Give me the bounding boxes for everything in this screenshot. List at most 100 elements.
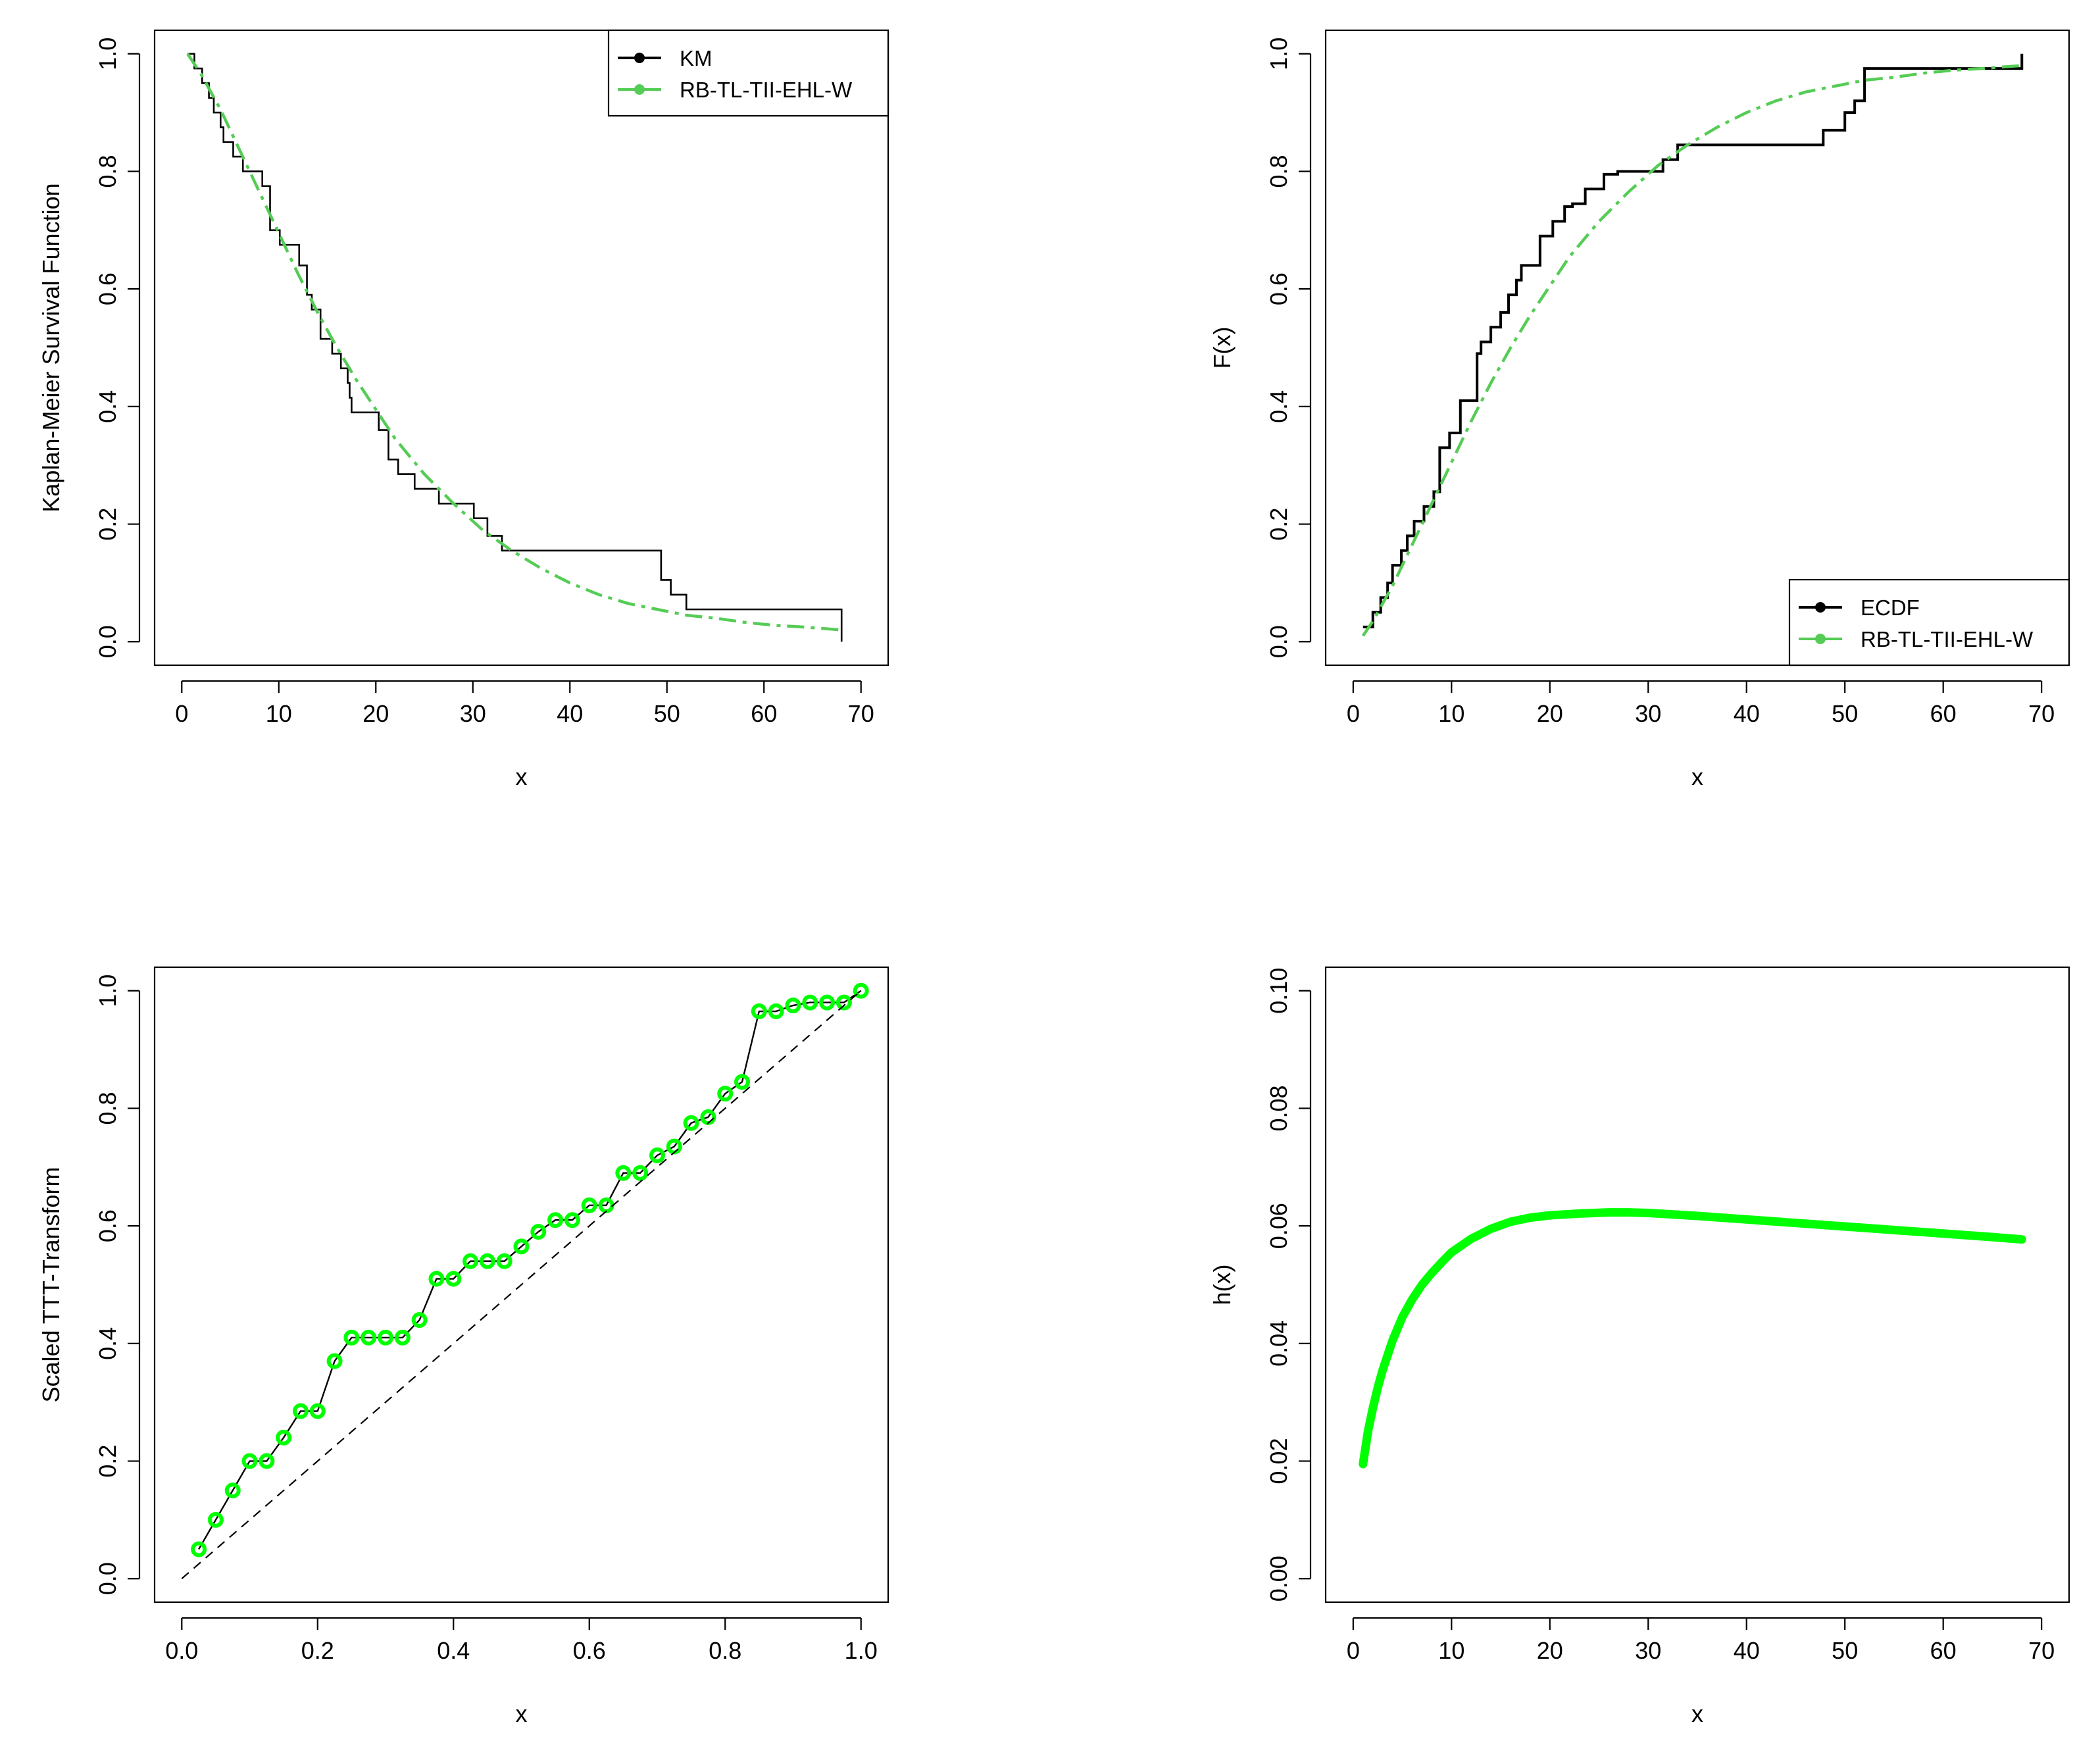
x-tick-label: 40 (557, 700, 583, 727)
y-tick-label: 0.8 (1265, 155, 1292, 188)
hazard-curve (1359, 1208, 2026, 1469)
y-tick-label: 0.08 (1265, 1085, 1292, 1131)
y-axis-label: Kaplan-Meier Survival Function (38, 183, 64, 512)
chart-ecdf: 0 10 20 30 40 50 60 70 0.0 0.2 0.4 0.6 0.8 1.0 x F(x) EC… (1209, 29, 2070, 790)
ttt-point (309, 1403, 326, 1419)
y-tick-label: 0.6 (94, 272, 121, 305)
x-tick-label: 0 (175, 700, 188, 727)
plot-frame (153, 29, 889, 667)
series-ttt (191, 982, 869, 1557)
x-tick-label: 0.6 (573, 1637, 606, 1664)
legend-point (1815, 634, 1826, 644)
x-tick-label: 20 (1537, 700, 1563, 727)
legend-point (1815, 602, 1826, 613)
ttt-point (734, 1074, 751, 1090)
ttt-point (683, 1115, 699, 1131)
legend-box (607, 29, 889, 117)
y-tick-label: 0.00 (1265, 1555, 1292, 1602)
ttt-point (428, 1271, 445, 1287)
reference-diagonal (181, 990, 862, 1580)
fitted-curve (186, 53, 842, 632)
legend-label: ECDF (1861, 595, 1920, 620)
y-axis-label: h(x) (1209, 1265, 1236, 1305)
x-tick-label: 70 (2028, 700, 2055, 727)
x-tick-label: 10 (266, 700, 292, 727)
ttt-point (463, 1253, 479, 1269)
series-rb-tl-tii-ehl-w (186, 53, 842, 632)
ttt-point (394, 1329, 411, 1346)
series-diagonal (181, 990, 862, 1580)
y-tick-label: 0.6 (94, 1209, 121, 1242)
legend-box (1788, 578, 2070, 667)
x-tick-label: 10 (1438, 700, 1464, 727)
plot-frame (1324, 966, 2070, 1603)
x-tick-label: 70 (848, 700, 874, 727)
x-tick-label: 30 (460, 700, 486, 727)
x-tick-label: 50 (654, 700, 680, 727)
y-tick-label: 0.10 (1265, 968, 1292, 1014)
legend-item: RB-TL-TII-EHL-W (618, 78, 853, 102)
ttt-point (259, 1453, 275, 1469)
ttt-point (649, 1147, 665, 1163)
ttt-point (853, 982, 869, 999)
fitted-curve (1361, 64, 2022, 637)
x-axis-label: x (1691, 763, 1703, 790)
ttt-point (819, 994, 836, 1011)
ttt-point (276, 1429, 292, 1446)
x-tick-label: 0 (1347, 1637, 1360, 1664)
y-axis-label: F(x) (1209, 327, 1236, 369)
ttt-point (836, 994, 852, 1011)
x-tick-label: 40 (1734, 1637, 1760, 1664)
plot-frame (153, 966, 889, 1603)
ttt-point (717, 1086, 734, 1102)
ttt-point (378, 1329, 394, 1346)
plot-frame (1324, 29, 2070, 667)
ttt-point (564, 1212, 580, 1228)
legend-label: RB-TL-TII-EHL-W (680, 78, 853, 102)
y-tick-label: 0.0 (1265, 625, 1292, 658)
ttt-point (224, 1482, 241, 1499)
legend-item: RB-TL-TII-EHL-W (1799, 627, 2034, 651)
ttt-point (581, 1197, 597, 1213)
chart-km: 0 10 20 30 40 50 60 70 0.0 0.2 0.4 0.6 0.8 1.0 x Kaplan… (38, 29, 889, 790)
series-ecdf (1362, 53, 2024, 628)
y-tick-label: 0.02 (1265, 1438, 1292, 1484)
ttt-point (361, 1329, 377, 1346)
x-tick-label: 0.8 (709, 1637, 741, 1664)
x-tick-label: 60 (1930, 700, 1957, 727)
y-tick-label: 0.0 (94, 625, 121, 658)
x-tick-label: 0.0 (165, 1637, 198, 1664)
x-tick-label: 30 (1635, 700, 1661, 727)
x-axis-label: x (1691, 1700, 1703, 1727)
x-tick-label: 70 (2028, 1637, 2055, 1664)
ttt-point (326, 1353, 343, 1369)
ttt-point (530, 1224, 547, 1240)
ttt-point (768, 1003, 784, 1020)
ttt-point (292, 1403, 309, 1419)
step-line (188, 53, 843, 642)
ttt-point (547, 1212, 564, 1228)
y-tick-label: 1.0 (1265, 38, 1292, 70)
chart-ttt: 0.0 0.2 0.4 0.6 0.8 1.0 0.0 0.2 0.4 0.6 0.8 1.0 x Sca… (38, 966, 889, 1727)
y-tick-label: 0.2 (1265, 508, 1292, 541)
ttt-point (632, 1165, 649, 1181)
x-tick-label: 20 (1537, 1637, 1563, 1664)
ttt-point (411, 1312, 428, 1328)
x-tick-label: 0 (1347, 700, 1360, 727)
y-tick-label: 0.8 (94, 1092, 121, 1124)
ttt-point (479, 1253, 495, 1269)
ttt-point (513, 1238, 530, 1255)
y-axis-label: Scaled TTT-Transform (38, 1167, 64, 1402)
x-tick-label: 20 (362, 700, 389, 727)
y-tick-label: 0.4 (1265, 390, 1292, 423)
y-tick-label: 0.04 (1265, 1321, 1292, 1367)
series-rb-tl-tii-ehl-w (1361, 64, 2022, 637)
y-tick-label: 0.2 (94, 1445, 121, 1478)
y-tick-label: 0.0 (94, 1562, 121, 1595)
x-tick-label: 30 (1635, 1637, 1661, 1664)
y-tick-label: 0.4 (94, 1327, 121, 1360)
step-line (1362, 53, 2024, 628)
ttt-point (496, 1253, 512, 1269)
legend-item: ECDF (1799, 595, 1920, 620)
